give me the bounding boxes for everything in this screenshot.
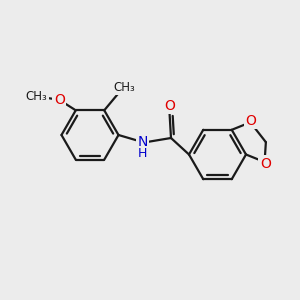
Text: O: O [164, 99, 175, 113]
Text: O: O [245, 113, 256, 128]
Text: O: O [54, 93, 65, 107]
Text: N: N [137, 136, 148, 149]
Text: CH₃: CH₃ [26, 90, 48, 103]
Text: O: O [260, 157, 271, 171]
Text: H: H [138, 147, 147, 161]
Text: CH₃: CH₃ [113, 81, 135, 94]
